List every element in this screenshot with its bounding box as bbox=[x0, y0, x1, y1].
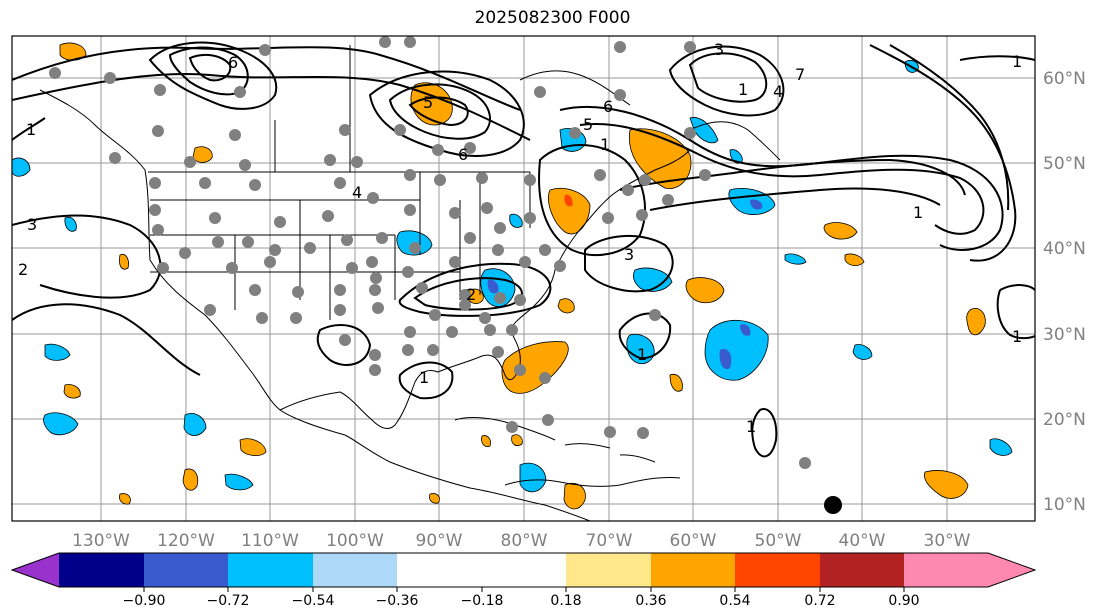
lon-label: 40°W bbox=[839, 531, 886, 551]
lat-label: 40°N bbox=[1043, 239, 1086, 259]
contour-labels: 6 6 5 5 1 3 4 2 3 1 1 1 1 1 1 2 6 3 4 7 … bbox=[18, 40, 1022, 436]
contour-label: 2 bbox=[466, 285, 476, 304]
lon-label: 70°W bbox=[586, 531, 633, 551]
colorbar-swatch bbox=[820, 553, 904, 587]
latitude-labels: 60°N 50°N 40°N 30°N 20°N 10°N bbox=[1043, 69, 1086, 515]
colorbar-outline bbox=[10, 552, 1037, 588]
colorbar-tick: 0.18 bbox=[550, 593, 581, 609]
contour-label: 1 bbox=[746, 417, 756, 436]
lon-label: 90°W bbox=[416, 531, 463, 551]
colorbar: −0.90 −0.72 −0.54 −0.36 −0.18 0.18 0.36 … bbox=[10, 552, 1037, 609]
station-markers bbox=[49, 36, 811, 469]
colorbar-swatch bbox=[904, 553, 988, 587]
colorbar-swatch bbox=[313, 553, 397, 587]
lat-label: 10°N bbox=[1043, 495, 1086, 515]
lat-label: 50°N bbox=[1043, 154, 1086, 174]
colorbar-tick: −0.36 bbox=[376, 593, 419, 609]
map-frame bbox=[11, 35, 1036, 522]
lon-label: 80°W bbox=[501, 531, 548, 551]
contour-label: 1 bbox=[1012, 327, 1022, 346]
colorbar-tick: −0.72 bbox=[207, 593, 250, 609]
colorbar-swatch bbox=[397, 553, 482, 587]
colorbar-swatch bbox=[228, 553, 313, 587]
lat-label: 60°N bbox=[1043, 69, 1086, 89]
lon-label: 50°W bbox=[755, 531, 802, 551]
contour-label: 4 bbox=[773, 82, 783, 101]
colorbar-swatch bbox=[482, 553, 566, 587]
colorbar-tick: 0.90 bbox=[888, 593, 919, 609]
contour-label: 1 bbox=[1012, 52, 1022, 71]
contour-label: 2 bbox=[18, 260, 28, 279]
lon-label: 120°W bbox=[157, 531, 215, 551]
contour-label: 1 bbox=[419, 368, 429, 387]
contour-label: 5 bbox=[423, 93, 433, 112]
lat-label: 20°N bbox=[1043, 410, 1086, 430]
contour-label: 5 bbox=[583, 115, 593, 134]
contour-label: 1 bbox=[600, 135, 610, 154]
contour-label: 1 bbox=[913, 203, 923, 222]
contour-lines bbox=[12, 41, 1035, 458]
colorbar-swatch bbox=[59, 553, 144, 587]
contour-label: 1 bbox=[637, 345, 647, 364]
lat-label: 30°N bbox=[1043, 325, 1086, 345]
colorbar-tick: −0.90 bbox=[123, 593, 166, 609]
colorbar-swatch bbox=[651, 553, 735, 587]
lon-label: 60°W bbox=[670, 531, 717, 551]
colorbar-swatch bbox=[144, 553, 228, 587]
colorbar-swatch bbox=[988, 553, 1035, 587]
contour-label: 4 bbox=[352, 183, 362, 202]
colorbar-tick: 0.72 bbox=[804, 593, 835, 609]
colorbar-tick: 0.36 bbox=[635, 593, 666, 609]
map-title: 2025082300 F000 bbox=[474, 8, 631, 28]
lon-label: 30°W bbox=[924, 531, 971, 551]
contour-label: 3 bbox=[27, 215, 37, 234]
colorbar-tick: 0.54 bbox=[719, 593, 750, 609]
lon-label: 130°W bbox=[72, 531, 130, 551]
contour-label: 6 bbox=[458, 145, 468, 164]
contour-label: 6 bbox=[603, 97, 613, 116]
highlight-marker bbox=[824, 496, 842, 514]
colorbar-tick: −0.54 bbox=[292, 593, 335, 609]
lon-label: 110°W bbox=[241, 531, 299, 551]
contour-label: 3 bbox=[624, 245, 634, 264]
colorbar-tick: −0.18 bbox=[461, 593, 504, 609]
colorbar-swatch bbox=[12, 553, 59, 587]
colorbar-swatch bbox=[566, 553, 651, 587]
graticule bbox=[12, 36, 1035, 521]
colorbar-swatch bbox=[735, 553, 820, 587]
contour-label: 1 bbox=[738, 80, 748, 99]
lon-label: 100°W bbox=[326, 531, 384, 551]
contour-label: 1 bbox=[26, 120, 36, 139]
longitude-labels: 130°W 120°W 110°W 100°W 90°W 80°W 70°W 6… bbox=[72, 531, 971, 551]
contour-label: 3 bbox=[714, 40, 724, 59]
contour-label: 7 bbox=[795, 65, 805, 84]
contour-label: 6 bbox=[228, 53, 238, 72]
